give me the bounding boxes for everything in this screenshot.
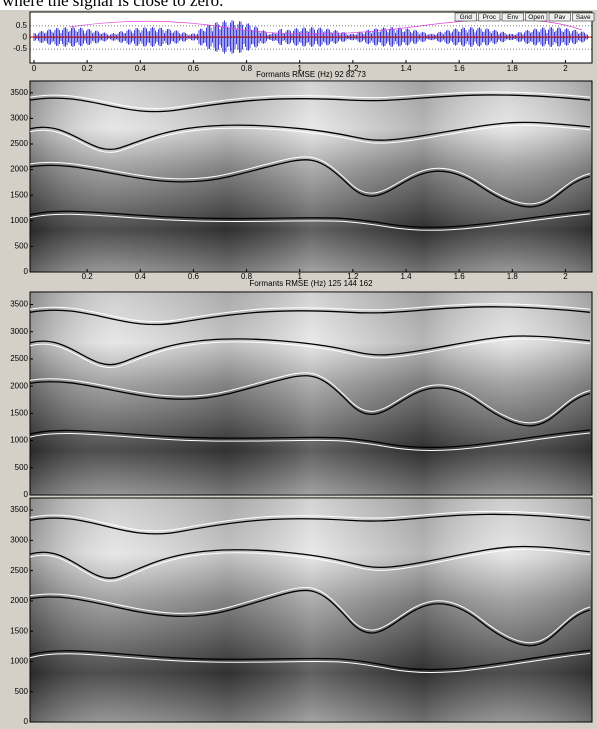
x-tick-label: 0.4 — [135, 64, 147, 73]
y-tick-label: 500 — [15, 687, 29, 696]
spectrogram-texture — [30, 498, 592, 722]
x-tick-label: 1.8 — [507, 64, 519, 73]
x-tick-label: 2 — [563, 272, 568, 281]
y-tick-label: 0 — [23, 33, 28, 42]
y-tick-label: 1000 — [10, 657, 28, 666]
screenshot: where the signal is close to zero. 0.5 0 -… — [0, 0, 597, 729]
x-tick-label: 0.2 — [82, 64, 94, 73]
spectrogram-texture — [30, 81, 592, 272]
y-tick-label: 1500 — [10, 408, 28, 417]
x-tick-label: 0.4 — [135, 272, 147, 281]
y-tick-label: 1000 — [10, 216, 28, 225]
y-tick-label: 0.5 — [16, 21, 28, 30]
y-tick-label: 3000 — [10, 113, 28, 122]
y-tick-label: 3000 — [10, 327, 28, 336]
x-tick-label: 0.2 — [82, 272, 94, 281]
y-tick-label: 500 — [15, 242, 29, 251]
y-tick-label: -0.5 — [13, 44, 27, 53]
toolbar-button-label: Grid — [460, 14, 473, 21]
toolbar-button-label: Env — [507, 14, 519, 21]
x-tick-label: 1.4 — [400, 272, 412, 281]
y-tick-label: 0 — [24, 267, 29, 276]
x-tick-label: 1.8 — [507, 272, 519, 281]
x-tick-label: 1.4 — [400, 64, 412, 73]
x-tick-label: 0.8 — [241, 64, 253, 73]
x-tick-label: 2 — [563, 64, 568, 73]
toolbar-button-label: Save — [576, 14, 591, 21]
toolbar-button-label: Open — [528, 14, 544, 21]
y-tick-label: 3500 — [10, 505, 28, 514]
panel-title: Formants RMSE (Hz) 125 144 162 — [249, 279, 373, 288]
x-tick-label: 1.6 — [454, 272, 466, 281]
y-tick-label: 2000 — [10, 381, 28, 390]
y-tick-label: 500 — [15, 463, 29, 472]
y-tick-label: 3000 — [10, 535, 28, 544]
x-tick-label: 0.6 — [188, 64, 200, 73]
y-tick-label: 0 — [24, 717, 29, 726]
y-tick-label: 1500 — [10, 626, 28, 635]
y-tick-label: 3500 — [10, 300, 28, 309]
y-tick-label: 0 — [24, 490, 29, 499]
y-tick-label: 3500 — [10, 88, 28, 97]
page: {"caption": "where the signal is close t… — [0, 0, 597, 729]
y-tick-label: 2000 — [10, 596, 28, 605]
toolbar-button-label: Proc — [483, 14, 497, 21]
y-tick-label: 2500 — [10, 139, 28, 148]
spectrogram-texture — [30, 292, 592, 495]
toolbar-button-label: Pav — [554, 14, 566, 21]
y-tick-label: 2000 — [10, 165, 28, 174]
y-tick-label: 2500 — [10, 354, 28, 363]
y-tick-label: 2500 — [10, 566, 28, 575]
y-tick-label: 1000 — [10, 436, 28, 445]
x-tick-label: 0 — [32, 64, 37, 73]
y-tick-label: 1500 — [10, 190, 28, 199]
caption: where the signal is close to zero. — [2, 0, 223, 10]
panel-title: Formants RMSE (Hz) 92 82 73 — [256, 70, 366, 79]
x-tick-label: 0.6 — [188, 272, 200, 281]
x-tick-label: 1.6 — [454, 64, 466, 73]
